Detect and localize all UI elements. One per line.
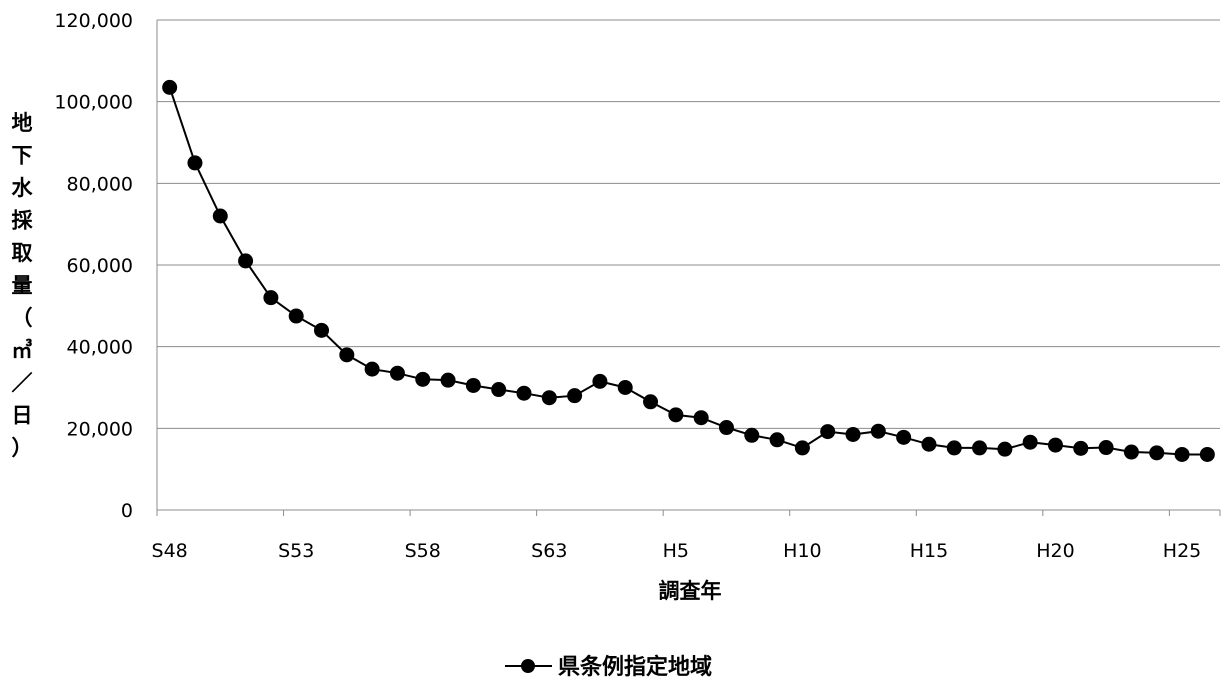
- data-point: [896, 429, 912, 445]
- data-point: [1174, 446, 1190, 462]
- data-point: [1199, 446, 1215, 462]
- y-tick-label: 40,000: [67, 337, 133, 359]
- data-point: [389, 365, 405, 381]
- data-point: [921, 436, 937, 452]
- data-point: [972, 440, 988, 456]
- data-point: [516, 385, 532, 401]
- data-point: [238, 253, 254, 269]
- data-point: [339, 347, 355, 363]
- data-point: [870, 423, 886, 439]
- data-point: [997, 441, 1013, 457]
- x-tick-labels: S48 S53 S58 S63 H5 H10 H15 H20 H25: [152, 540, 1202, 562]
- y-tick-label: 120,000: [54, 10, 133, 32]
- series-line: [168, 87, 1208, 456]
- data-point: [212, 208, 228, 224]
- data-point: [1022, 434, 1038, 450]
- data-point: [744, 427, 760, 443]
- data-point: [465, 377, 481, 393]
- series-line-path: [168, 87, 1208, 456]
- x-tick-label: S63: [531, 540, 567, 562]
- y-axis-title-char: 下: [12, 144, 33, 168]
- data-point: [1098, 440, 1114, 456]
- y-tick-label: 0: [121, 500, 133, 522]
- data-point: [1073, 440, 1089, 456]
- x-tick-label: S53: [278, 540, 314, 562]
- x-tick-label: H20: [1036, 540, 1074, 562]
- y-tick-labels: 0 20,000 40,000 60,000 80,000 100,000 120,000: [54, 10, 133, 522]
- data-point: [643, 394, 659, 410]
- x-axis-title: 調査年: [659, 579, 722, 603]
- y-axis-title-char: ）: [12, 436, 33, 460]
- data-point: [541, 390, 557, 406]
- data-point: [820, 424, 836, 440]
- y-axis-title-char: ㎥: [12, 339, 33, 363]
- y-axis-title-char: 日: [12, 404, 33, 428]
- y-axis-title-char: 水: [12, 176, 34, 200]
- gridlines: [157, 19, 1220, 429]
- x-tick-label: S48: [152, 540, 188, 562]
- y-axis-title-char: （: [12, 306, 33, 330]
- data-point: [415, 371, 431, 387]
- data-point: [491, 382, 507, 398]
- axes: [156, 20, 1221, 516]
- y-tick-label: 80,000: [67, 173, 133, 195]
- x-tick-label: H15: [910, 540, 948, 562]
- legend: 県条例指定地域: [505, 654, 712, 680]
- x-tick-label: H10: [783, 540, 821, 562]
- data-point: [693, 410, 709, 426]
- data-point: [162, 79, 178, 95]
- data-point: [440, 372, 456, 388]
- x-tick-label: H25: [1163, 540, 1201, 562]
- data-point: [718, 420, 734, 436]
- data-point: [288, 308, 304, 324]
- data-point: [617, 380, 633, 395]
- data-point: [1047, 437, 1063, 453]
- data-point: [187, 155, 203, 171]
- data-point: [592, 373, 608, 389]
- y-axis-title-char: 地: [12, 111, 33, 135]
- x-tick-label: H5: [663, 540, 689, 562]
- legend-label: 県条例指定地域: [558, 654, 712, 680]
- data-point: [1149, 445, 1165, 461]
- data-point: [769, 432, 785, 448]
- y-tick-label: 100,000: [54, 92, 133, 114]
- y-axis-title-char: ／: [12, 371, 33, 395]
- data-point: [794, 440, 810, 456]
- y-tick-label: 60,000: [67, 255, 133, 277]
- legend-marker: [521, 659, 535, 673]
- data-point: [567, 388, 583, 404]
- data-point: [263, 290, 279, 306]
- data-point: [668, 407, 684, 423]
- data-point: [1123, 444, 1139, 460]
- data-point: [364, 361, 380, 377]
- y-axis-title-char: 取: [12, 241, 33, 265]
- data-point: [946, 440, 962, 456]
- data-point: [314, 322, 330, 338]
- y-axis-title-char: 量: [12, 274, 33, 298]
- y-tick-label: 20,000: [67, 418, 133, 440]
- series-points: [162, 79, 1215, 462]
- x-tick-label: S58: [405, 540, 441, 562]
- y-axis-title-char: 採: [12, 209, 34, 233]
- data-point: [845, 426, 861, 442]
